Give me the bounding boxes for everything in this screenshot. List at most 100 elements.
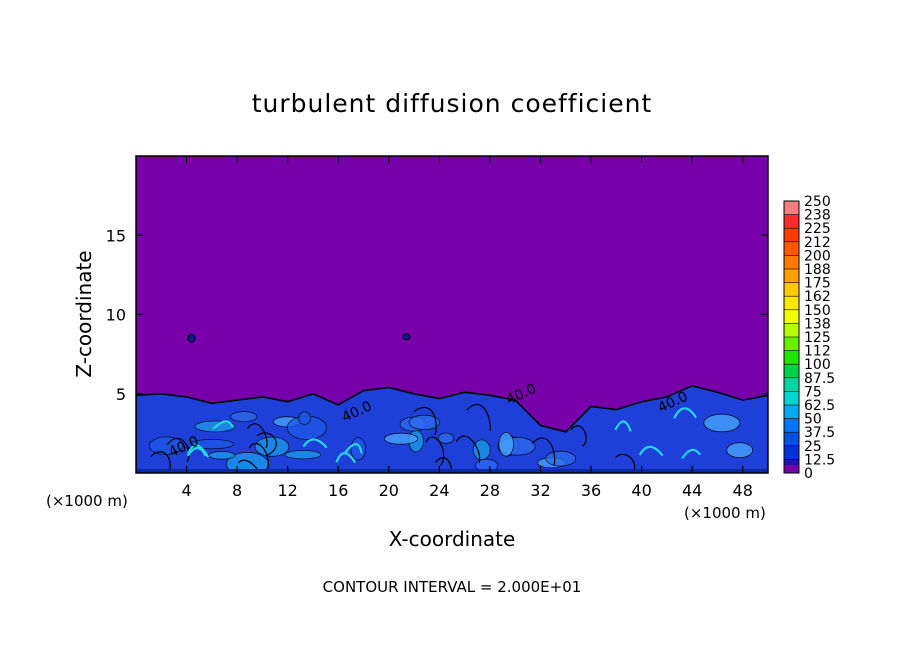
colorbar-swatch xyxy=(784,391,799,405)
high-value-streak xyxy=(638,445,664,457)
field-layer: 40.040.040.0 40.0 xyxy=(136,333,768,473)
high-value-streak xyxy=(302,438,328,449)
colorbar-label: 62.5 xyxy=(804,398,835,414)
x-tick-label: 36 xyxy=(581,481,601,500)
colorbar-label: 12.5 xyxy=(804,452,835,468)
contour-line xyxy=(466,403,491,431)
eddy-patch xyxy=(703,413,741,433)
contour-line xyxy=(257,432,277,456)
colorbar-swatch xyxy=(784,377,799,392)
x-unit-label-right: (×1000 m) xyxy=(684,504,766,522)
colorbar-swatch xyxy=(784,214,799,229)
eddy-patch xyxy=(545,450,577,467)
colorbar-swatch xyxy=(784,405,799,419)
contour-line xyxy=(247,423,268,449)
x-unit-label-left: (×1000 m) xyxy=(46,492,128,510)
y-axis: 5 10 15 xyxy=(106,226,768,404)
colorbar-label: 112 xyxy=(804,344,831,360)
chart-title: turbulent diffusion coefficient xyxy=(252,89,653,118)
x-tick-label: 32 xyxy=(530,481,550,500)
colorbar-swatch xyxy=(784,418,799,433)
surface-strip xyxy=(136,469,768,473)
eddy-patch xyxy=(298,411,312,425)
contour-line xyxy=(150,451,171,473)
colorbar-label: 175 xyxy=(804,276,831,292)
contour-line xyxy=(570,425,587,447)
colorbar-swatch xyxy=(784,465,799,473)
x-tick-label: 16 xyxy=(328,481,348,500)
x-tick-label: 20 xyxy=(379,481,399,500)
contour-line xyxy=(455,435,481,464)
high-value-streak xyxy=(212,420,234,430)
eddy-patch xyxy=(383,432,419,445)
colorbar-swatch xyxy=(784,323,799,337)
x-tick-label: 4 xyxy=(181,481,191,500)
y-axis-label: Z-coordinate xyxy=(72,250,96,377)
colorbar-label: 100 xyxy=(804,357,831,373)
eddy-patch xyxy=(408,414,441,430)
colorbar-label: 188 xyxy=(804,262,831,278)
colorbar: 2502382252122001881751621501381251121008… xyxy=(783,194,835,482)
colorbar-label: 50 xyxy=(804,412,822,428)
contour-line xyxy=(413,406,437,435)
colorbar-swatch xyxy=(784,228,799,242)
contour-interval-note: CONTOUR INTERVAL = 2.000E+01 xyxy=(323,578,582,596)
high-value-streak xyxy=(344,443,363,454)
contour-line xyxy=(248,442,269,472)
colorbar-swatch xyxy=(784,269,799,283)
colorbar-label: 37.5 xyxy=(804,425,835,441)
eddy-patch xyxy=(284,450,322,460)
eddy-patch xyxy=(230,411,258,423)
high-value-streak xyxy=(187,444,210,458)
colorbar-label: 87.5 xyxy=(804,371,835,387)
y-tick-label: 5 xyxy=(116,385,126,404)
contour-line xyxy=(166,437,190,463)
colorbar-label: 75 xyxy=(804,384,822,400)
contour-line xyxy=(531,437,556,466)
colorbar-swatch xyxy=(784,445,799,460)
colorbar-swatch xyxy=(784,296,799,310)
eddy-patch xyxy=(254,436,290,457)
colorbar-label: 25 xyxy=(804,439,822,455)
plot-area: 40.040.040.0 40.0 xyxy=(135,155,769,474)
x-tick-label: 24 xyxy=(429,481,449,500)
high-value-streak xyxy=(335,452,357,464)
eddy-patch xyxy=(498,431,515,457)
isolated-feature xyxy=(402,333,411,341)
eddy-patch xyxy=(437,432,455,444)
x-tick-label: 44 xyxy=(682,481,702,500)
colorbar-label: 125 xyxy=(804,330,831,346)
x-tick-label: 48 xyxy=(733,481,753,500)
colorbar-label: 138 xyxy=(804,316,831,332)
colorbar-swatch xyxy=(784,309,799,324)
colorbar-swatch xyxy=(784,432,799,446)
colorbar-label: 200 xyxy=(804,248,831,264)
x-tick-label: 12 xyxy=(278,481,298,500)
eddy-patch xyxy=(190,438,234,450)
colorbar-swatch xyxy=(784,241,799,256)
colorbar-label: 162 xyxy=(804,289,831,305)
x-tick-label: 40 xyxy=(631,481,651,500)
colorbar-swatch xyxy=(784,364,799,378)
y-tick-label: 15 xyxy=(106,226,126,245)
colorbar-label: 212 xyxy=(804,235,831,251)
colorbar-label: 0 xyxy=(804,466,813,482)
isolated-feature xyxy=(187,333,196,343)
colorbar-swatch xyxy=(784,255,799,269)
high-value-streak xyxy=(614,420,632,432)
colorbar-swatch xyxy=(784,201,799,215)
contour-line xyxy=(425,436,445,466)
high-value-streak xyxy=(681,448,702,460)
x-axis: 4 8 12 16 20 24 28 32 36 40 44 48 xyxy=(181,156,753,500)
colorbar-swatch xyxy=(784,282,799,297)
colorbar-swatch xyxy=(784,350,799,365)
eddy-patch xyxy=(208,451,236,460)
colorbar-label: 225 xyxy=(804,221,831,237)
colorbar-swatch xyxy=(784,337,799,351)
colorbar-label: 250 xyxy=(804,194,831,210)
contour-line xyxy=(435,457,453,473)
eddy-patch xyxy=(350,437,367,461)
colorbar-label: 150 xyxy=(804,303,831,319)
